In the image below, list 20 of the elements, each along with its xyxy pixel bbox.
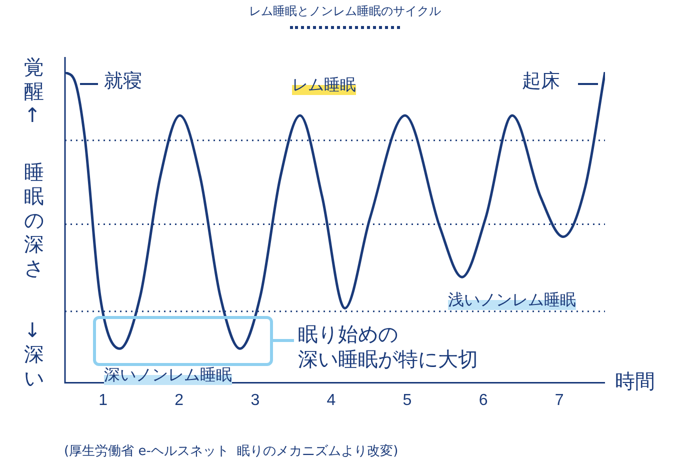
text: 覚醒↑ — [24, 55, 45, 127]
x-tick-label: 1 — [98, 392, 108, 409]
x-tick-label: 4 — [326, 392, 336, 409]
y-axis-title: 睡眠の深さ — [24, 160, 45, 280]
x-tick-label: 3 — [250, 392, 260, 409]
text: ↓深い — [24, 318, 45, 390]
annotation: 深いノンレム睡眠 — [104, 365, 232, 385]
annotation: 起床 — [522, 70, 560, 94]
annotation: 深い睡眠が特に大切 — [298, 347, 478, 372]
x-tick-label: 2 — [174, 392, 184, 409]
chart-title: レム睡眠とノンレム睡眠のサイクル — [248, 4, 442, 19]
annotation: 就寝 — [104, 70, 142, 94]
x-axis-title: 時間 — [615, 368, 655, 394]
x-tick-label: 5 — [402, 392, 412, 409]
text: (厚生労働省 e-ヘルスネット 眠りのメカニズムより改変) — [64, 444, 398, 460]
annotation: レム睡眠 — [292, 75, 356, 95]
annotation: 浅いノンレム睡眠 — [448, 290, 576, 310]
x-tick-label: 7 — [554, 392, 564, 409]
annotation: 眠り始めの — [298, 322, 398, 347]
x-tick-label: 6 — [478, 392, 488, 409]
